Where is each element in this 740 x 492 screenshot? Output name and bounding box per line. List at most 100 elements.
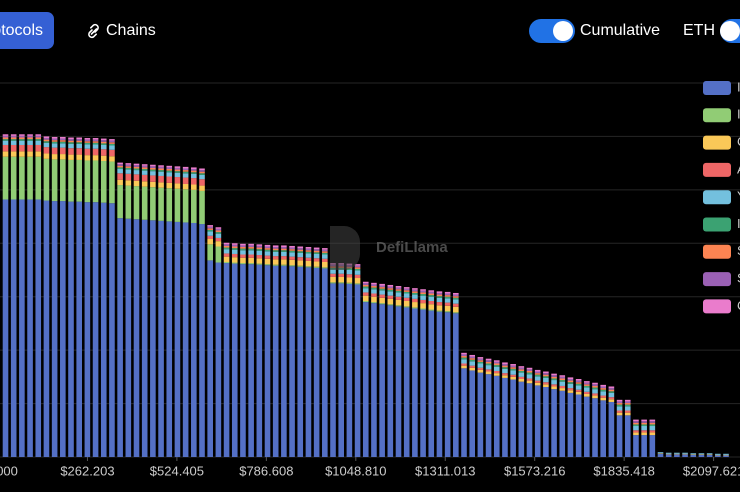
bar-segment <box>526 383 533 457</box>
bar-segment <box>281 264 287 266</box>
bar-segment <box>698 454 705 455</box>
bar-segment <box>76 139 82 141</box>
bar-segment <box>616 403 623 405</box>
bar-segment <box>43 138 50 140</box>
bar-segment <box>117 173 123 180</box>
bar-segment <box>477 372 484 457</box>
bar-segment <box>510 368 516 371</box>
bar-segment <box>428 295 435 297</box>
bar-segment <box>534 371 541 374</box>
legend-swatch <box>703 190 731 205</box>
bar-segment <box>109 142 115 144</box>
bar-segment <box>2 139 9 141</box>
bar-segment <box>305 260 312 267</box>
bar-segment <box>215 246 222 263</box>
bar-segment <box>231 262 238 264</box>
bar-segment <box>166 182 173 189</box>
bar-segment <box>133 170 140 175</box>
bar-segment <box>256 264 263 457</box>
bar-segment <box>608 399 615 402</box>
bar-segment <box>526 380 533 384</box>
bar-segment <box>305 247 312 249</box>
bar-segment <box>51 159 58 202</box>
bar-segment <box>92 141 99 143</box>
bar-segment <box>51 154 58 160</box>
bar-segment <box>231 249 238 254</box>
protocols-label[interactable]: Protocols <box>0 22 43 39</box>
bar-segment <box>469 367 475 371</box>
legend: IICAYISSC <box>703 79 740 314</box>
bar-segment <box>272 256 279 260</box>
bar-segment <box>248 254 254 258</box>
bar-segment <box>92 144 99 149</box>
bar-segment <box>215 262 222 457</box>
bar-segment <box>534 380 541 383</box>
bar-segment <box>371 303 377 457</box>
bar-segment <box>469 361 475 366</box>
bar-segment <box>68 139 74 141</box>
bar-segment <box>125 164 132 167</box>
bar-segment <box>453 303 459 307</box>
bar-segment <box>608 397 615 400</box>
bar-segment <box>575 382 582 384</box>
link-icon <box>90 23 99 33</box>
chains-tab[interactable] <box>88 23 99 39</box>
bar-segment <box>158 175 164 183</box>
bar-segment <box>289 266 295 457</box>
bar-segment <box>84 139 91 142</box>
bar-segment <box>518 376 525 379</box>
bar-segment <box>199 168 205 171</box>
bar-segment <box>2 156 9 200</box>
bar-segment <box>150 220 156 457</box>
bar-segment <box>575 378 582 381</box>
bar-segment <box>289 247 295 250</box>
bar-segment <box>10 156 17 200</box>
bar-segment <box>354 267 361 269</box>
bar-segment <box>68 140 74 143</box>
bar-segment <box>453 313 459 457</box>
bar-segment <box>362 295 369 301</box>
bar-segment <box>469 356 475 359</box>
bar-segment <box>182 173 189 178</box>
bar-segment <box>272 259 279 265</box>
bar-segment <box>191 189 197 223</box>
bar-segment <box>150 175 156 182</box>
bar-segment <box>567 383 574 389</box>
bar-segment <box>584 385 590 388</box>
bar-segment <box>518 381 525 457</box>
bar-segment <box>2 137 9 140</box>
bar-segment <box>231 248 238 250</box>
bar-segment <box>420 292 426 295</box>
bar-segment <box>379 294 385 298</box>
bar-segment <box>207 244 213 261</box>
bar-segment <box>43 200 50 458</box>
bar-segment <box>420 303 426 309</box>
protocols-tab[interactable] <box>0 12 54 49</box>
bar-segment <box>109 149 115 157</box>
bar-segment <box>518 370 525 373</box>
cumulative-label[interactable]: Cumulative <box>580 22 660 39</box>
bar-segment <box>633 435 639 457</box>
bar-segment <box>395 289 402 291</box>
bar-segment <box>608 386 615 389</box>
toggle-knob <box>553 21 573 41</box>
bar-segment <box>60 201 66 457</box>
bar-segment <box>10 134 17 136</box>
bar-segment <box>100 161 107 203</box>
bar-segment <box>43 141 50 143</box>
x-tick-label: $786.608 <box>239 463 293 478</box>
currency-label[interactable]: ETH <box>683 22 715 39</box>
bar-segment <box>256 245 263 248</box>
bar-segment <box>43 158 50 201</box>
bar-segment <box>100 144 107 150</box>
bar-segment <box>412 289 418 292</box>
bar-segment <box>133 180 140 187</box>
bar-segment <box>297 246 304 249</box>
bar-segment <box>215 230 222 233</box>
bar-segment <box>567 382 574 384</box>
bar-segment <box>125 218 132 457</box>
bar-segment <box>248 250 254 255</box>
bar-segment <box>379 283 385 286</box>
bar-segment <box>338 276 344 283</box>
chains-label[interactable]: Chains <box>106 22 156 39</box>
